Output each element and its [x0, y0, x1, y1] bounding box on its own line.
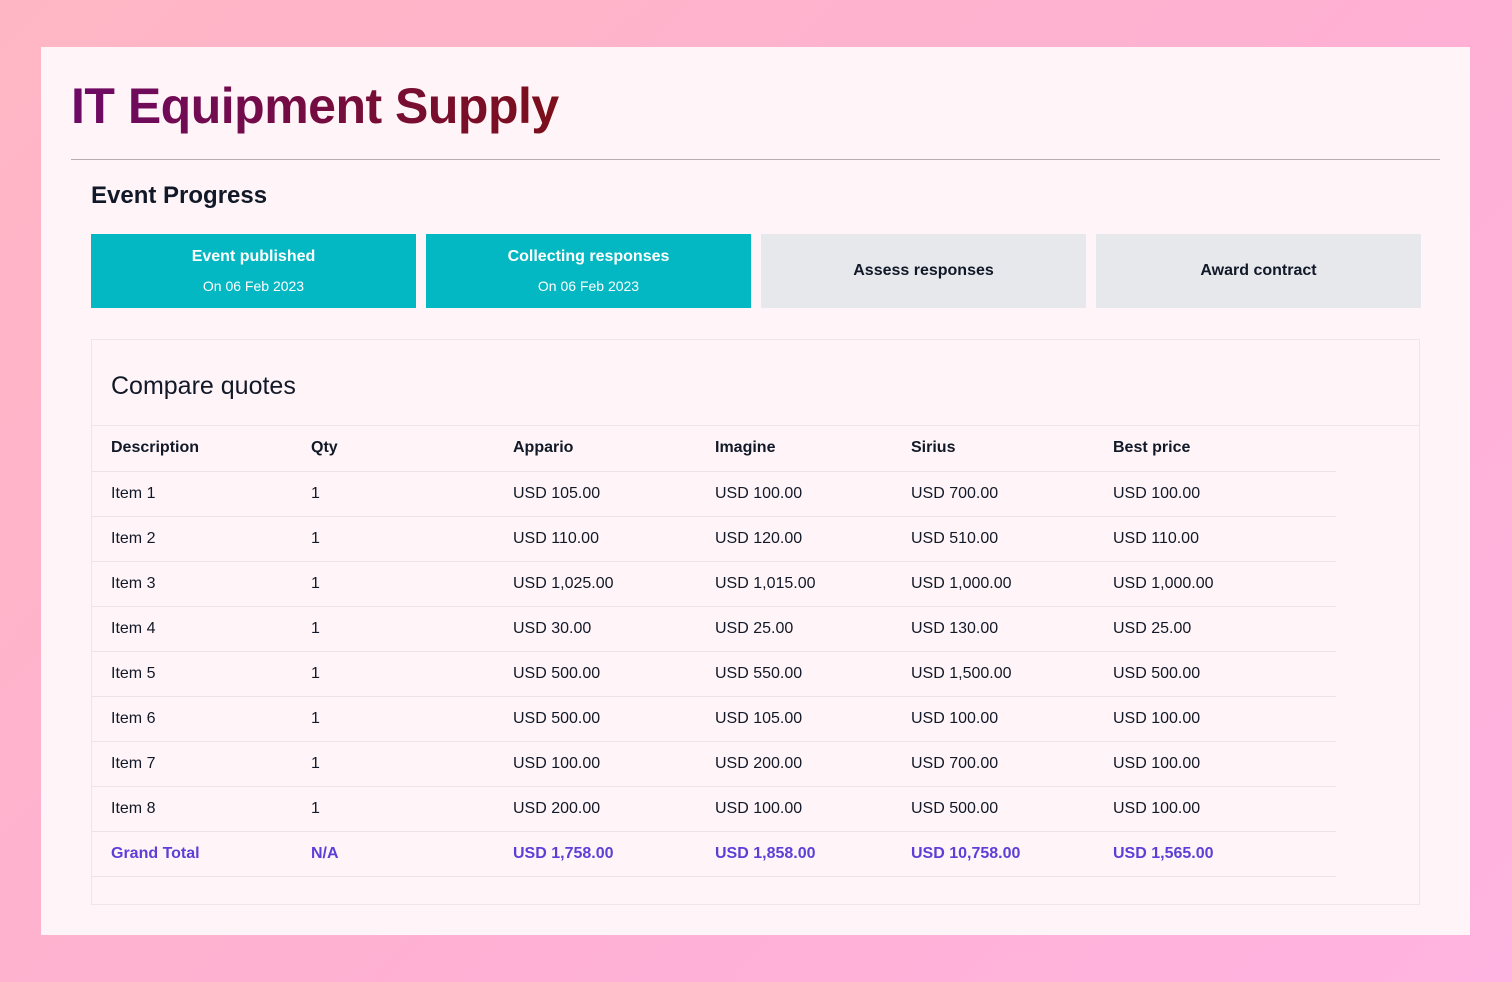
table-cell: USD 10,758.00 [911, 831, 1113, 877]
table-cell: USD 200.00 [513, 786, 715, 832]
divider [92, 425, 1419, 426]
quotes-table: Description Qty Appario Imagine Sirius Best p… [92, 426, 1336, 877]
table-cell: Item 1 [92, 471, 311, 517]
progress-step: Event published On 06 Feb 2023 [91, 234, 416, 308]
table-cell: USD 110.00 [1113, 516, 1336, 562]
table-cell: USD 500.00 [513, 651, 715, 697]
table-cell: USD 200.00 [715, 741, 911, 787]
step-date: On 06 Feb 2023 [202, 278, 305, 294]
table-cell: USD 500.00 [513, 696, 715, 742]
progress-step: Assess responses [761, 234, 1086, 308]
table-row: Item 8 1 USD 200.00 USD 100.00 USD 500.00 USD… [92, 786, 1336, 832]
table-cell: USD 105.00 [715, 696, 911, 742]
divider [71, 159, 1440, 160]
compare-quotes-heading: Compare quotes [111, 372, 296, 400]
table-cell: Item 5 [92, 651, 311, 697]
step-label: Event published [191, 248, 316, 265]
table-cell: N/A [311, 831, 513, 877]
table-cell: Item 7 [92, 741, 311, 787]
table-cell: USD 100.00 [1113, 741, 1336, 787]
table-cell: USD 25.00 [715, 606, 911, 652]
table-cell: USD 1,015.00 [715, 561, 911, 607]
column-header: Qty [311, 426, 513, 472]
table-cell: Item 2 [92, 516, 311, 562]
progress-step: Collecting responses On 06 Feb 2023 [426, 234, 751, 308]
table-cell: 1 [311, 786, 513, 832]
table-cell: USD 1,000.00 [911, 561, 1113, 607]
table-cell: 1 [311, 561, 513, 607]
table-cell: USD 1,858.00 [715, 831, 911, 877]
table-cell: 1 [311, 741, 513, 787]
progress-steps: Event published On 06 Feb 2023 Collecting … [91, 234, 1421, 308]
table-cell: USD 100.00 [911, 696, 1113, 742]
table-cell: USD 110.00 [513, 516, 715, 562]
table-cell: USD 100.00 [1113, 471, 1336, 517]
table-cell: USD 1,758.00 [513, 831, 715, 877]
table-cell: USD 25.00 [1113, 606, 1336, 652]
table-cell: Grand Total [92, 831, 311, 877]
table-row: Item 5 1 USD 500.00 USD 550.00 USD 1,500.00 U… [92, 651, 1336, 697]
page-card: IT Equipment Supply Event Progress Event… [41, 47, 1470, 935]
table-row: Item 6 1 USD 500.00 USD 105.00 USD 100.00 USD… [92, 696, 1336, 742]
step-label: Assess responses [853, 262, 994, 279]
table-cell: USD 100.00 [715, 786, 911, 832]
progress-step: Award contract [1096, 234, 1421, 308]
step-label: Award contract [1200, 262, 1317, 279]
column-header: Best price [1113, 426, 1336, 472]
table-cell: USD 100.00 [1113, 786, 1336, 832]
event-progress-heading: Event Progress [91, 182, 268, 209]
table-cell: USD 130.00 [911, 606, 1113, 652]
column-header: Sirius [911, 426, 1113, 472]
column-header: Description [92, 426, 311, 472]
step-label: Collecting responses [507, 248, 670, 265]
table-cell: Item 8 [92, 786, 311, 832]
table-cell: Item 6 [92, 696, 311, 742]
table-cell: 1 [311, 516, 513, 562]
step-date: On 06 Feb 2023 [537, 278, 640, 294]
table-cell: USD 500.00 [911, 786, 1113, 832]
table-cell: USD 500.00 [1113, 651, 1336, 697]
table-cell: 1 [311, 651, 513, 697]
table-cell: Item 3 [92, 561, 311, 607]
page-title: IT Equipment Supply [71, 78, 559, 134]
table-row: Item 3 1 USD 1,025.00 USD 1,015.00 USD 1,000… [92, 561, 1336, 607]
table-cell: USD 120.00 [715, 516, 911, 562]
table-cell: USD 100.00 [1113, 696, 1336, 742]
column-header: Imagine [715, 426, 911, 472]
table-cell: USD 105.00 [513, 471, 715, 517]
table-row: Item 2 1 USD 110.00 USD 120.00 USD 510.00 USD… [92, 516, 1336, 562]
table-cell: USD 100.00 [715, 471, 911, 517]
table-cell: 1 [311, 696, 513, 742]
table-cell: 1 [311, 606, 513, 652]
table-cell: USD 30.00 [513, 606, 715, 652]
table-header-row: Description Qty Appario Imagine Sirius Best p… [92, 426, 1336, 472]
table-cell: USD 1,500.00 [911, 651, 1113, 697]
table-cell: USD 1,000.00 [1113, 561, 1336, 607]
table-cell: USD 550.00 [715, 651, 911, 697]
compare-quotes-panel: Compare quotes Description Qty Appario Imag… [91, 339, 1420, 905]
grand-total-row: Grand Total N/A USD 1,758.00 USD 1,858.00 US… [92, 831, 1336, 877]
table-row: Item 7 1 USD 100.00 USD 200.00 USD 700.00 USD… [92, 741, 1336, 787]
table-cell: USD 1,565.00 [1113, 831, 1336, 877]
table-cell: USD 100.00 [513, 741, 715, 787]
table-cell: USD 700.00 [911, 471, 1113, 517]
table-cell: USD 1,025.00 [513, 561, 715, 607]
table-cell: USD 510.00 [911, 516, 1113, 562]
table-row: Item 1 1 USD 105.00 USD 100.00 USD 700.00 USD… [92, 471, 1336, 517]
table-cell: Item 4 [92, 606, 311, 652]
column-header: Appario [513, 426, 715, 472]
table-cell: USD 700.00 [911, 741, 1113, 787]
table-row: Item 4 1 USD 30.00 USD 25.00 USD 130.00 USD 2… [92, 606, 1336, 652]
table-cell: 1 [311, 471, 513, 517]
